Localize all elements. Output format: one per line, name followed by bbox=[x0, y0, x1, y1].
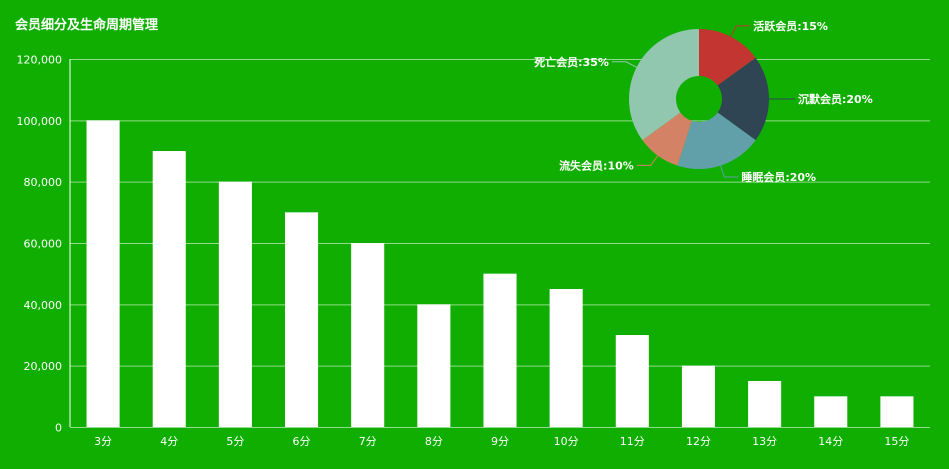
x-tick-label: 8分 bbox=[425, 435, 443, 448]
x-tick-label: 4分 bbox=[160, 435, 178, 448]
bar[interactable] bbox=[681, 365, 715, 427]
x-tick-label: 13分 bbox=[752, 435, 777, 448]
bar[interactable] bbox=[86, 120, 120, 427]
bar[interactable] bbox=[417, 304, 451, 427]
pie-slice[interactable] bbox=[629, 28, 699, 141]
x-tick-label: 5分 bbox=[226, 435, 244, 448]
bar[interactable] bbox=[218, 181, 252, 427]
pie-slice-label: 沉默会员:20% bbox=[798, 92, 873, 106]
pie-slice[interactable] bbox=[677, 112, 756, 169]
pie-slice[interactable] bbox=[717, 57, 769, 141]
pie-leader-line bbox=[611, 61, 637, 68]
x-tick-label: 12分 bbox=[686, 435, 711, 448]
pie-slice[interactable] bbox=[699, 29, 756, 86]
x-tick-label: 15分 bbox=[884, 435, 909, 448]
x-tick-label: 3分 bbox=[94, 435, 112, 448]
x-tick-label: 10分 bbox=[554, 435, 579, 448]
bar[interactable] bbox=[615, 335, 649, 427]
bar[interactable] bbox=[549, 289, 583, 427]
y-tick-label: 20,000 bbox=[24, 360, 63, 373]
pie-slice-label: 流失会员:10% bbox=[559, 158, 634, 172]
pie-slice-label: 睡眠会员:20% bbox=[741, 170, 816, 184]
bar[interactable] bbox=[814, 396, 848, 427]
bar[interactable] bbox=[152, 151, 186, 427]
y-tick-label: 100,000 bbox=[17, 115, 63, 128]
bar[interactable] bbox=[748, 381, 782, 427]
chart-title: 会员细分及生命周期管理 bbox=[15, 18, 159, 33]
x-tick-label: 6分 bbox=[293, 435, 311, 448]
bar[interactable] bbox=[483, 273, 517, 427]
y-tick-label: 40,000 bbox=[24, 299, 63, 312]
y-tick-label: 120,000 bbox=[17, 54, 63, 67]
pie-leader-line bbox=[636, 155, 659, 166]
y-tick-label: 0 bbox=[55, 422, 62, 435]
y-tick-label: 60,000 bbox=[24, 238, 63, 251]
y-tick-label: 80,000 bbox=[24, 176, 63, 189]
x-tick-label: 7分 bbox=[359, 435, 377, 448]
x-tick-label: 9分 bbox=[491, 435, 509, 448]
pie-slice[interactable] bbox=[642, 112, 692, 166]
x-tick-label: 14分 bbox=[818, 435, 843, 448]
pie-leader-line bbox=[720, 165, 739, 178]
bar[interactable] bbox=[880, 396, 914, 427]
pie-slice-label: 死亡会员:35% bbox=[534, 55, 609, 69]
bar[interactable] bbox=[285, 212, 319, 427]
bar[interactable] bbox=[351, 243, 385, 427]
pie-slice-label: 活跃会员:15% bbox=[753, 19, 828, 33]
x-tick-label: 11分 bbox=[620, 435, 645, 448]
pie-leader-line bbox=[730, 25, 751, 37]
